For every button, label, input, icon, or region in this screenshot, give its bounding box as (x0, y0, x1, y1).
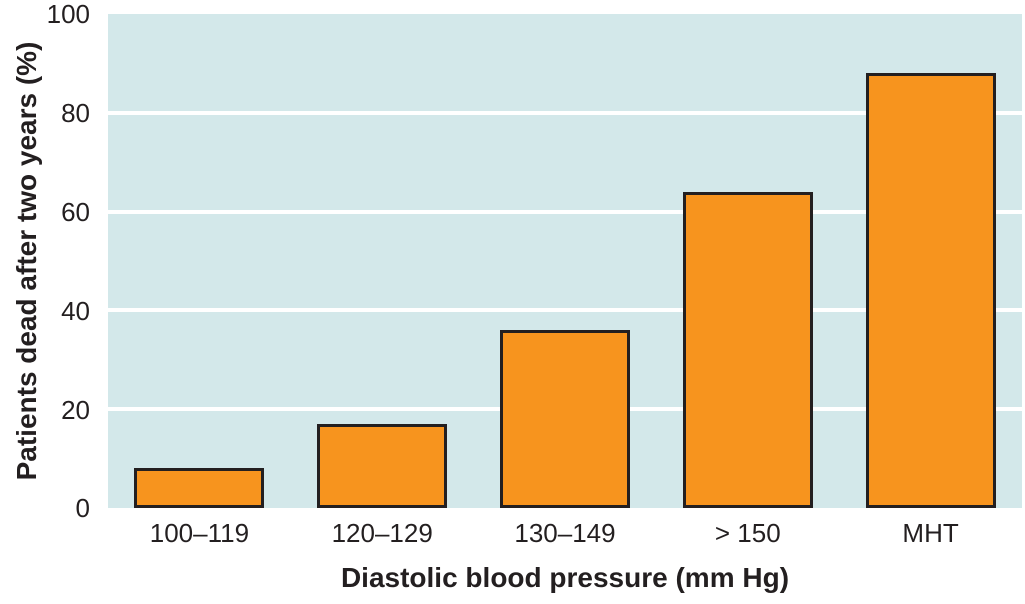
x-tick-label: 120–129 (331, 518, 433, 548)
x-tick-labels-row: 100–119 120–129 130–149 > 150 MHT (108, 518, 1022, 548)
bar (134, 468, 265, 508)
bar-slot (474, 14, 657, 508)
x-tick-label: 100–119 (149, 518, 250, 548)
x-tick-label: > 150 (714, 518, 781, 548)
x-axis-title: Diastolic blood pressure (mm Hg) (340, 562, 790, 593)
gridline-60 (108, 209, 1022, 214)
bar (865, 73, 996, 508)
y-tick-label: 80 (61, 98, 90, 128)
y-tick-label: 0 (75, 493, 90, 523)
y-tick-label: 40 (61, 296, 90, 326)
bar-slot (656, 14, 839, 508)
bar-slot (108, 14, 291, 508)
plot-area (108, 14, 1022, 508)
gridline-80 (108, 110, 1022, 115)
bars-container (108, 14, 1022, 508)
y-tick-label: 20 (61, 395, 90, 425)
gridline-40 (108, 308, 1022, 313)
y-tick-label: 60 (61, 197, 90, 227)
y-tick-label: 100 (46, 0, 90, 29)
x-tick-label: MHT (902, 518, 959, 548)
x-tick-label: 130–149 (514, 518, 616, 548)
bar-slot (839, 14, 1022, 508)
bar (317, 424, 448, 508)
bar (682, 191, 813, 508)
bar (499, 330, 630, 508)
bar-slot (291, 14, 474, 508)
